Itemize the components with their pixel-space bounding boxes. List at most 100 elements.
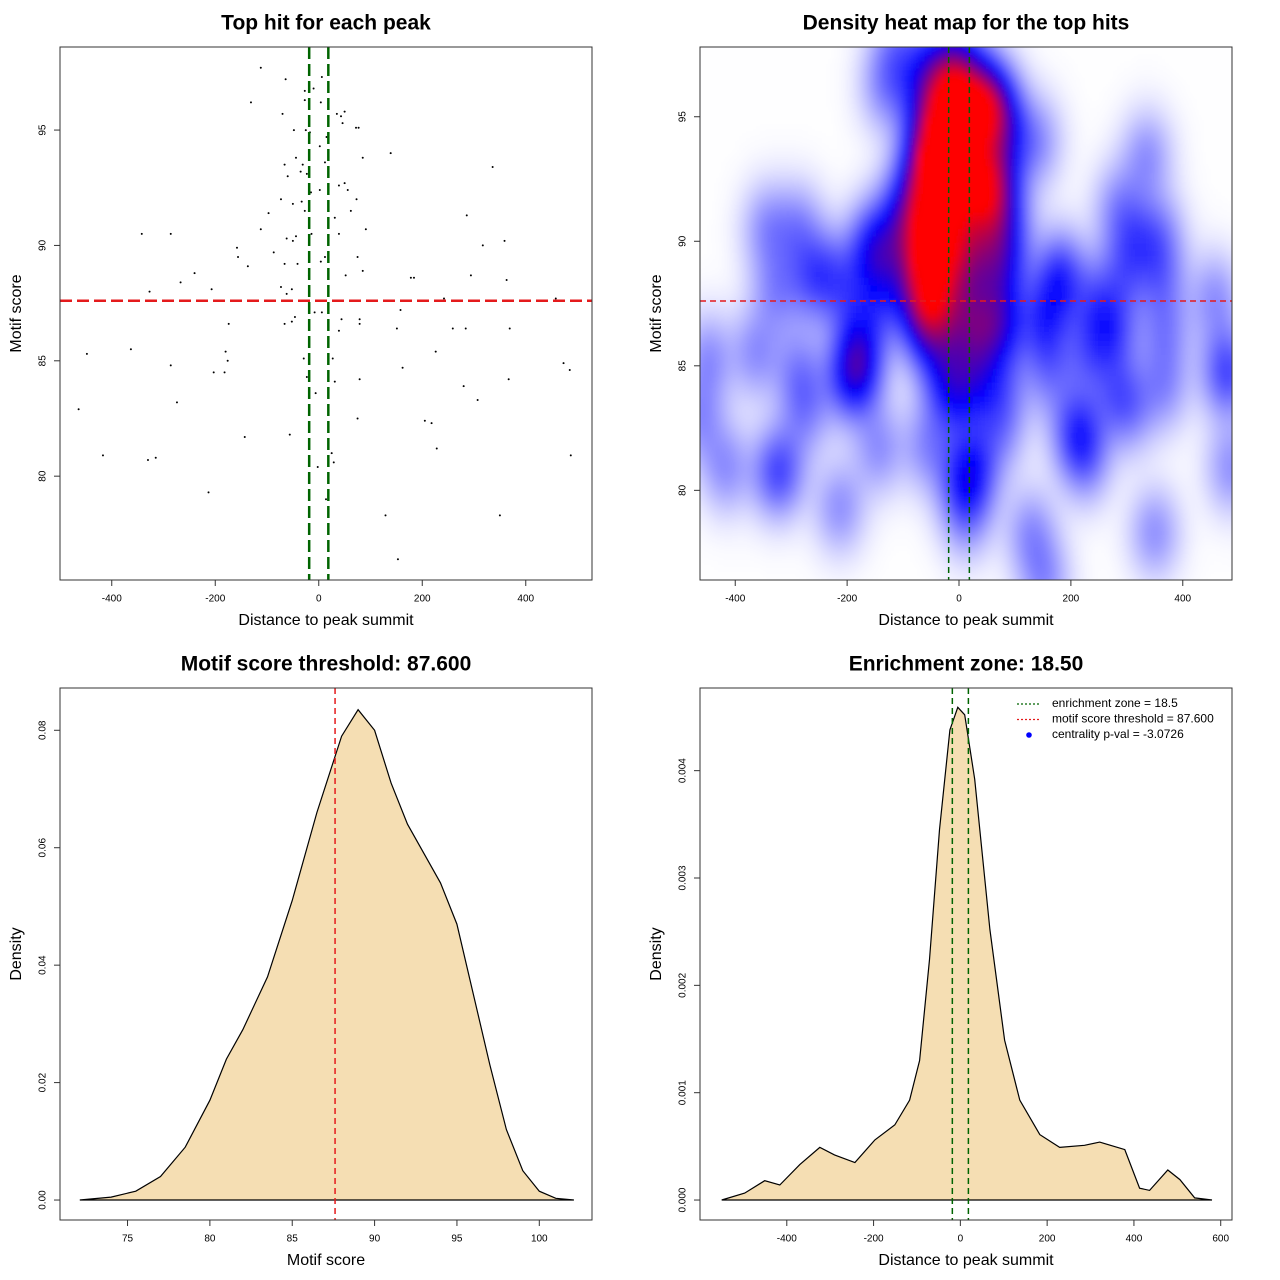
heat-cell bbox=[1085, 201, 1093, 209]
heat-cell bbox=[896, 397, 904, 405]
heat-cell bbox=[980, 47, 988, 48]
heat-cell bbox=[973, 299, 981, 307]
heat-cell bbox=[917, 194, 925, 202]
heat-cell bbox=[959, 208, 967, 216]
point bbox=[318, 145, 321, 148]
heat-cell bbox=[1015, 383, 1023, 391]
heat-cell bbox=[952, 61, 960, 69]
heat-cell bbox=[1232, 404, 1240, 412]
heat-cell bbox=[1169, 75, 1177, 83]
heat-cell bbox=[833, 208, 841, 216]
heat-cell bbox=[1050, 257, 1058, 265]
heat-cell bbox=[1078, 390, 1086, 398]
heat-cell bbox=[1113, 467, 1121, 475]
heat-cell bbox=[924, 369, 932, 377]
heat-cell bbox=[924, 201, 932, 209]
heat-cell bbox=[896, 110, 904, 118]
heat-cell bbox=[833, 369, 841, 377]
heat-cell bbox=[1232, 264, 1240, 272]
heat-cell bbox=[1057, 313, 1065, 321]
heat-cell bbox=[1232, 180, 1240, 188]
heat-cell bbox=[1120, 383, 1128, 391]
heat-cell bbox=[1015, 278, 1023, 286]
heat-cell bbox=[805, 54, 813, 62]
heat-cell bbox=[1022, 453, 1030, 461]
heat-cell bbox=[700, 467, 708, 475]
heat-cell bbox=[742, 61, 750, 69]
heat-cell bbox=[1036, 341, 1044, 349]
heat-cell bbox=[812, 89, 820, 97]
heat-cell bbox=[1183, 173, 1191, 181]
heat-cell bbox=[1064, 334, 1072, 342]
heat-cell bbox=[952, 96, 960, 104]
heat-cell bbox=[910, 306, 918, 314]
heat-cell bbox=[868, 306, 876, 314]
heat-cell bbox=[938, 369, 946, 377]
heat-cell bbox=[826, 278, 834, 286]
heat-cell bbox=[1043, 320, 1051, 328]
heat-cell bbox=[812, 236, 820, 244]
heat-cell bbox=[924, 159, 932, 167]
heat-cell bbox=[1050, 313, 1058, 321]
heat-cell bbox=[903, 110, 911, 118]
heat-cell bbox=[805, 47, 813, 48]
heat-cell bbox=[1120, 257, 1128, 265]
heat-cell bbox=[840, 390, 848, 398]
heat-cell bbox=[1057, 271, 1065, 279]
heat-cell bbox=[924, 117, 932, 125]
heat-cell bbox=[861, 278, 869, 286]
heat-cell bbox=[735, 110, 743, 118]
heat-cell bbox=[756, 117, 764, 125]
heat-cell bbox=[784, 383, 792, 391]
heat-cell bbox=[1001, 439, 1009, 447]
heat-cell bbox=[994, 180, 1002, 188]
heat-cell bbox=[756, 425, 764, 433]
heat-cell bbox=[798, 390, 806, 398]
heat-cell bbox=[707, 222, 715, 230]
heat-cell bbox=[1078, 61, 1086, 69]
heat-cell bbox=[952, 292, 960, 300]
heat-cell bbox=[924, 47, 932, 55]
heat-cell bbox=[889, 446, 897, 454]
heat-cell bbox=[707, 159, 715, 167]
heat-cell bbox=[889, 103, 897, 111]
heat-cell bbox=[819, 292, 827, 300]
heat-cell bbox=[1036, 257, 1044, 265]
heat-cell bbox=[952, 411, 960, 419]
heat-cell bbox=[721, 82, 729, 90]
heat-cell bbox=[1036, 159, 1044, 167]
heat-cell bbox=[861, 320, 869, 328]
heat-cell bbox=[1085, 194, 1093, 202]
heat-cell bbox=[980, 369, 988, 377]
heat-cell bbox=[1141, 390, 1149, 398]
heat-cell bbox=[903, 369, 911, 377]
heat-cell bbox=[714, 432, 722, 440]
heat-cell bbox=[882, 425, 890, 433]
heat-cell bbox=[1169, 215, 1177, 223]
heat-cell bbox=[994, 299, 1002, 307]
heat-cell bbox=[1085, 327, 1093, 335]
heat-cell bbox=[1134, 103, 1142, 111]
heat-cell bbox=[917, 341, 925, 349]
heat-cell bbox=[840, 439, 848, 447]
heat-cell bbox=[1064, 313, 1072, 321]
heat-cell bbox=[1155, 313, 1163, 321]
heat-cell bbox=[763, 397, 771, 405]
heat-cell bbox=[770, 159, 778, 167]
heat-cell bbox=[910, 61, 918, 69]
heat-cell bbox=[1155, 432, 1163, 440]
heat-cell bbox=[875, 124, 883, 132]
heat-cell bbox=[882, 47, 890, 48]
heat-cell bbox=[994, 82, 1002, 90]
heat-cell bbox=[1078, 222, 1086, 230]
heat-cell bbox=[994, 411, 1002, 419]
heat-cell bbox=[1113, 250, 1121, 258]
heat-cell bbox=[1043, 460, 1051, 468]
heat-cell bbox=[889, 411, 897, 419]
heat-cell bbox=[882, 194, 890, 202]
heat-cell bbox=[1183, 103, 1191, 111]
heat-cell bbox=[1050, 117, 1058, 125]
heat-cell bbox=[1218, 446, 1226, 454]
heat-cell bbox=[1106, 215, 1114, 223]
heat-cell bbox=[798, 131, 806, 139]
